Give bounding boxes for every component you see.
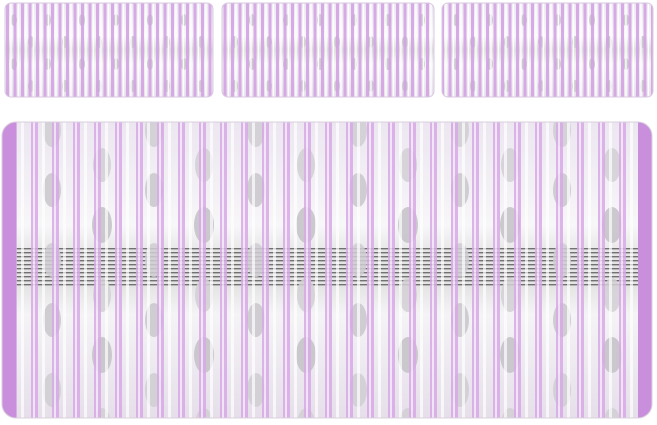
large-roller [2, 122, 652, 418]
small-roller [221, 2, 435, 98]
large-roller-outline [1, 121, 653, 419]
small-roller [4, 2, 214, 98]
small-roller [441, 2, 654, 98]
